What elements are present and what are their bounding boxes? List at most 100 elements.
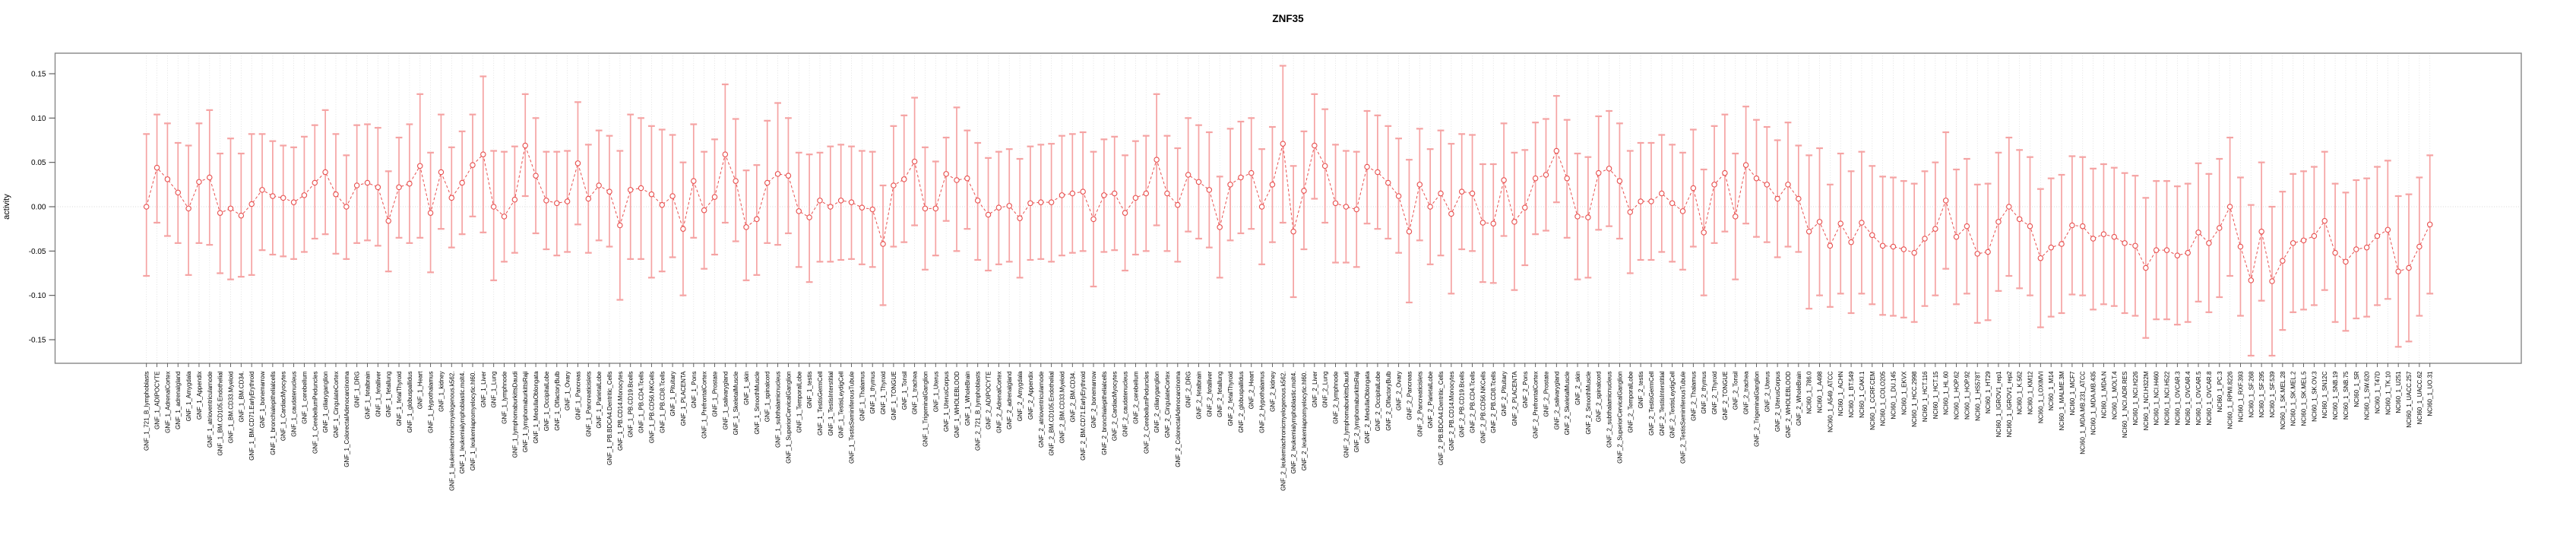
x-tick-label: GNF_2_adrenalgland bbox=[1006, 372, 1013, 430]
x-tick-label: GNF_1_WholeBrain bbox=[964, 372, 971, 426]
data-point-marker bbox=[375, 184, 381, 191]
data-point-marker bbox=[711, 194, 718, 200]
x-tick-label: GNF_2_DRG bbox=[1185, 372, 1192, 408]
x-tick-label: GNF_2_Pancreas bbox=[1406, 372, 1413, 420]
x-tick-label: GNF_1_Thyroid bbox=[880, 372, 887, 415]
chart-title: ZNF35 bbox=[1272, 13, 1304, 24]
x-tick-label: NCI60_1_SF.295 bbox=[2258, 371, 2265, 417]
data-point-marker bbox=[2069, 222, 2075, 229]
x-tick-label: GNF_2_fetallung bbox=[1217, 372, 1223, 417]
x-tick-label: GNF_1_atrioventricularnode bbox=[207, 371, 214, 448]
data-point-marker bbox=[1511, 219, 1517, 225]
x-tick-label: NCI60_1_SF.539 bbox=[2269, 371, 2276, 417]
data-point-marker bbox=[2280, 258, 2286, 264]
x-tick-label: NCI60_1_HOP.62 bbox=[1954, 371, 1960, 420]
data-point-marker bbox=[1659, 190, 1665, 197]
data-point-marker bbox=[627, 187, 634, 193]
x-tick-label: NCI60_1_IGROV1_rep2 bbox=[2006, 371, 2013, 437]
x-tick-label: GNF_2_subthalamicnucleus bbox=[1606, 372, 1613, 448]
data-point-marker bbox=[196, 179, 202, 185]
x-tick-label: GNF_2_TestisInterstitial bbox=[1659, 371, 1666, 435]
data-point-marker bbox=[353, 182, 360, 188]
data-point-marker bbox=[1985, 249, 1991, 255]
x-tick-label: GNF_2_OccipitalLobe bbox=[1375, 371, 1381, 431]
data-point-marker bbox=[1606, 166, 1612, 172]
x-tick-label: GNF_2_ciliaryganglion bbox=[1154, 372, 1160, 433]
y-tick-label: 0.00 bbox=[31, 204, 46, 212]
data-point-marker bbox=[1827, 242, 1834, 249]
x-tick-label: NCI60_1_K.562 bbox=[2017, 371, 2024, 414]
x-tick-label: GNF_1_ciliaryganglion bbox=[322, 371, 329, 432]
x-tick-label: NCI60_1_UACC.62 bbox=[2416, 371, 2423, 424]
x-tick-label: NCI60_1_BT.549 bbox=[1848, 371, 1855, 417]
x-tick-label: GNF_2_CingulateCortex bbox=[1164, 372, 1171, 439]
data-point-marker bbox=[638, 185, 644, 192]
x-tick-label: GNF_2_bronchialepithelialcells bbox=[1101, 372, 1108, 455]
data-point-marker bbox=[1859, 220, 1865, 226]
x-tick-label: NCI60_1_SNB.19 bbox=[2332, 371, 2339, 420]
x-tick-label: GNF_1_MedullaOblongata bbox=[533, 371, 540, 444]
x-tick-label: NCI60_1_ACHN bbox=[1837, 371, 1844, 416]
x-tick-label: NCI60_1_MDA.N bbox=[2100, 371, 2107, 418]
data-point-marker bbox=[217, 210, 223, 216]
x-tick-label: NCI60_1_EKVX bbox=[1900, 371, 1907, 415]
x-tick-label: GNF_2_CardiacMyocytes bbox=[1112, 372, 1119, 442]
data-point-marker bbox=[669, 193, 676, 199]
x-tick-label: NCI60_1_KM12 bbox=[2027, 371, 2033, 414]
data-point-marker bbox=[1564, 175, 1570, 182]
data-point-marker bbox=[2353, 246, 2359, 252]
x-tick-label: GNF_2_bonemarrow bbox=[1090, 371, 1097, 428]
data-point-marker bbox=[343, 204, 350, 210]
data-point-marker bbox=[238, 212, 245, 219]
data-point-marker bbox=[554, 200, 560, 207]
x-tick-label: GNF_2_BM.CD105.Endothelial bbox=[1049, 371, 1055, 455]
data-point-marker bbox=[153, 164, 160, 171]
data-point-marker bbox=[143, 204, 150, 210]
data-point-marker bbox=[1321, 163, 1328, 169]
data-point-marker bbox=[2100, 231, 2107, 237]
x-tick-label: NCI60_1_SK.MEL.28 bbox=[2280, 371, 2286, 429]
x-tick-label: GNF_2_Thalamus bbox=[1690, 372, 1697, 421]
x-tick-label: GNF_1_trachea bbox=[912, 371, 919, 414]
data-point-marker bbox=[869, 206, 875, 213]
data-point-marker bbox=[701, 207, 707, 214]
data-point-marker bbox=[2027, 223, 2033, 230]
x-tick-label: GNF_1_ParietalLobe bbox=[596, 371, 603, 429]
x-tick-label: GNF_1_fetalbrain bbox=[365, 372, 372, 420]
x-tick-label: NCI60_1_DU.145 bbox=[1890, 371, 1897, 420]
x-tick-label: GNF_1_BM.CD71.EarlyErythroid bbox=[248, 372, 255, 461]
data-point-marker bbox=[1942, 198, 1949, 204]
data-point-marker bbox=[1479, 220, 1486, 226]
data-point-marker bbox=[2048, 244, 2054, 251]
data-point-marker bbox=[1585, 214, 1591, 220]
data-point-marker bbox=[1069, 190, 1076, 197]
data-point-marker bbox=[207, 174, 213, 181]
y-tick-label: -0.10 bbox=[29, 292, 46, 300]
x-tick-label: GNF_1_PLACENTA bbox=[680, 371, 687, 426]
x-tick-label: GNF_1_TestisGermCell bbox=[817, 371, 824, 435]
data-point-marker bbox=[1732, 214, 1739, 220]
data-point-marker bbox=[1648, 198, 1654, 204]
data-point-marker bbox=[543, 198, 549, 204]
data-point-marker bbox=[1248, 169, 1255, 176]
data-point-marker bbox=[185, 205, 191, 212]
data-point-marker bbox=[1669, 200, 1676, 207]
x-tick-label: GNF_1_TestisSeminiferousTubule bbox=[849, 371, 856, 464]
x-tick-label: GNF_1_BM.CD34. bbox=[238, 372, 245, 423]
data-point-marker bbox=[1490, 220, 1496, 226]
data-point-marker bbox=[2258, 228, 2264, 235]
data-point-marker bbox=[1953, 233, 1960, 240]
data-point-marker bbox=[1238, 174, 1244, 181]
data-point-marker bbox=[1427, 204, 1433, 210]
data-point-marker bbox=[564, 198, 571, 204]
data-point-marker bbox=[407, 180, 413, 187]
x-tick-label: GNF_2_PB.CD19.Bcells bbox=[1459, 372, 1466, 438]
data-point-marker bbox=[1185, 172, 1191, 178]
data-point-marker bbox=[1964, 223, 1970, 230]
x-tick-label: GNF_2_Liver bbox=[1312, 371, 1318, 407]
data-point-marker bbox=[175, 189, 181, 196]
x-tick-label: GNF_1_Pancreaticislets bbox=[585, 372, 592, 437]
data-point-marker bbox=[617, 222, 623, 229]
data-point-marker bbox=[1532, 175, 1539, 182]
